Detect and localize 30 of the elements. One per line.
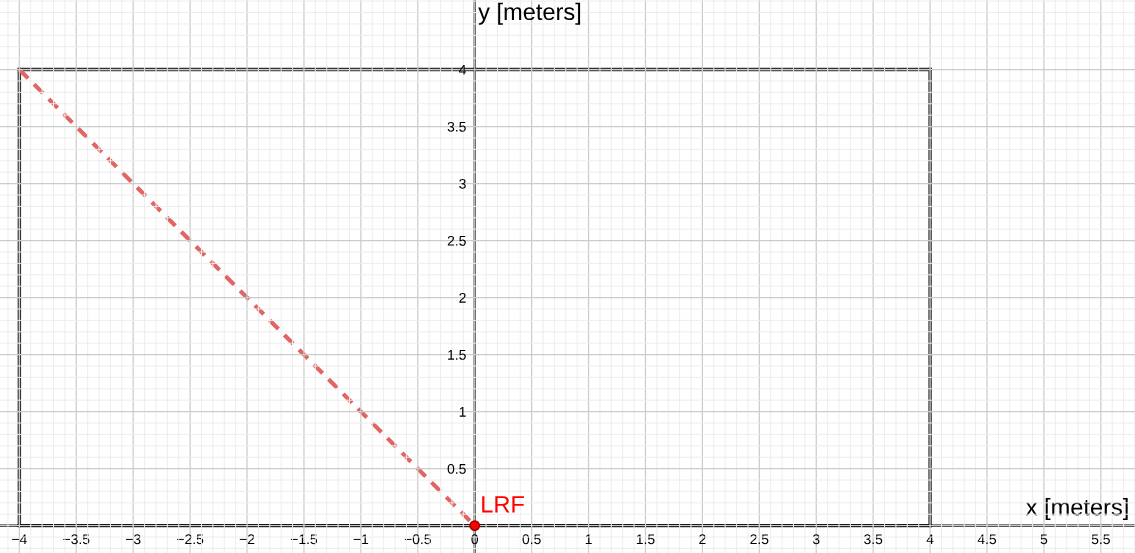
x-tick-label: −4 (12, 534, 27, 545)
x-tick-label: −1.5 (290, 534, 318, 545)
y-axis-title: y [meters] (478, 2, 581, 25)
x-tick-label: 2 (699, 534, 706, 545)
y-tick-label: 1.5 (448, 350, 466, 360)
x-tick-label: −2 (239, 534, 255, 545)
x-tick-label: −0.5 (404, 534, 431, 545)
x-tick-label: −1 (353, 534, 369, 545)
x-tick-label: 3.5 (864, 534, 883, 545)
x-tick-label: 4 (926, 534, 934, 545)
x-tick-label: 1.5 (636, 534, 655, 545)
y-tick-label: 3 (459, 178, 466, 189)
x-tick-label: −3.5 (63, 534, 90, 545)
x-tick-label: 3 (812, 534, 820, 545)
y-tick-label: 2 (459, 292, 466, 303)
x-tick-label: −2.5 (177, 534, 204, 545)
x-axis-title: x [meters] (1025, 498, 1128, 521)
y-tick-label: 1 (459, 407, 466, 417)
y-tick-label: 0.5 (447, 463, 466, 474)
x-tick-label: 0.5 (522, 534, 541, 545)
x-tick-label: 4.5 (977, 534, 997, 545)
x-tick-label: 1 (585, 534, 592, 545)
x-tick-label: 5 (1040, 534, 1048, 545)
x-tick-label: −3 (125, 534, 141, 545)
y-tick-label: 3.5 (447, 121, 466, 132)
series-label: LRF (482, 496, 524, 513)
x-tick-label: 0 (471, 534, 479, 545)
y-tick-label: 2.5 (447, 235, 466, 246)
x-tick-label: 5.5 (1091, 534, 1110, 545)
x-tick-label: 2.5 (750, 534, 769, 545)
